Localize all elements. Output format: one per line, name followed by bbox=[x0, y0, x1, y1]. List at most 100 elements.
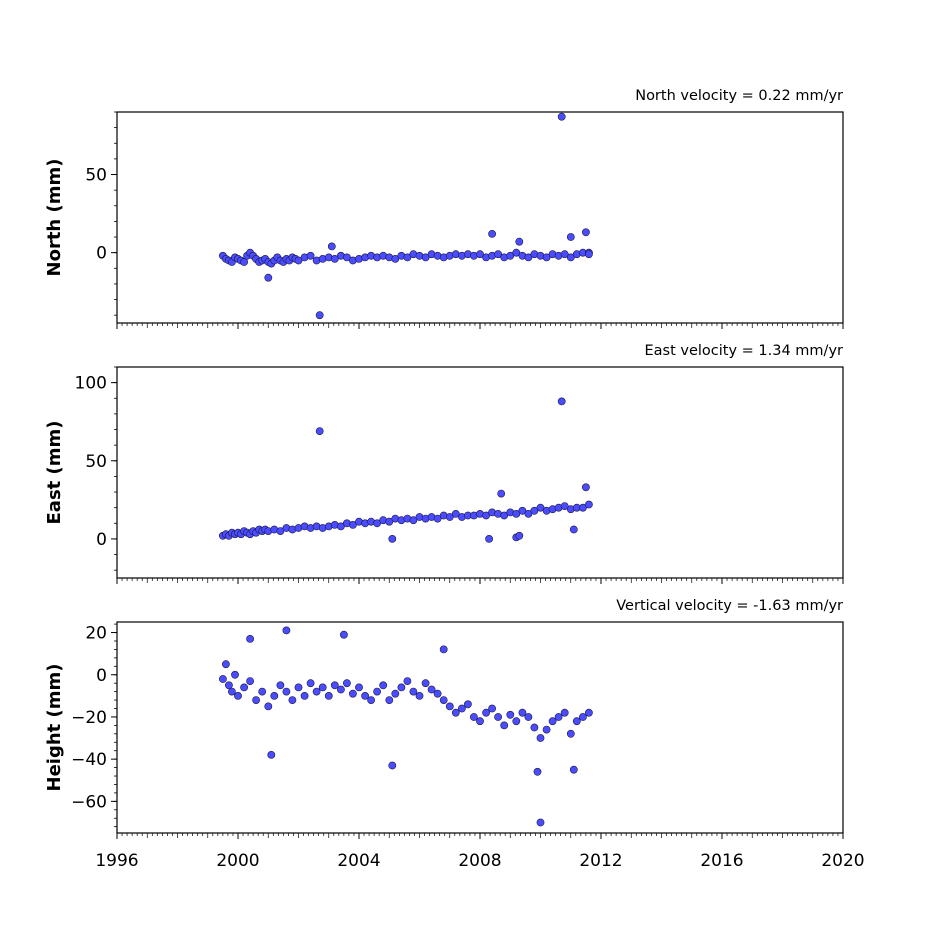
data-point bbox=[439, 645, 448, 654]
data-point bbox=[524, 510, 533, 518]
data-points bbox=[218, 397, 593, 543]
data-point bbox=[385, 517, 394, 526]
data-point bbox=[445, 513, 454, 521]
data-point bbox=[348, 521, 357, 529]
data-point bbox=[560, 502, 569, 510]
data-point bbox=[234, 692, 242, 700]
data-point bbox=[515, 237, 524, 246]
y-tick-label: 0 bbox=[96, 666, 107, 686]
velocity-label: East velocity = 1.34 mm/yr bbox=[644, 343, 843, 359]
data-point bbox=[276, 681, 285, 690]
data-point bbox=[388, 761, 397, 770]
data-point bbox=[476, 717, 484, 726]
data-point bbox=[536, 734, 545, 742]
data-point bbox=[391, 689, 400, 698]
x-tick-label: 2000 bbox=[216, 851, 259, 871]
data-point bbox=[506, 251, 515, 260]
data-point bbox=[530, 723, 539, 732]
data-point bbox=[560, 708, 569, 717]
y-tick-label: 50 bbox=[85, 166, 107, 186]
data-point bbox=[451, 510, 460, 518]
data-point bbox=[566, 729, 575, 738]
data-point bbox=[457, 704, 466, 713]
data-point bbox=[227, 687, 236, 696]
data-point bbox=[497, 489, 506, 498]
data-point bbox=[530, 506, 539, 515]
data-point bbox=[246, 635, 254, 643]
data-point bbox=[488, 229, 496, 238]
data-point bbox=[485, 535, 493, 543]
data-point bbox=[315, 427, 324, 435]
data-point bbox=[409, 516, 418, 525]
velocity-label: North velocity = 0.22 mm/yr bbox=[635, 88, 843, 104]
y-axis-label: East (mm) bbox=[44, 421, 65, 525]
data-point bbox=[445, 702, 454, 711]
data-point bbox=[515, 531, 524, 540]
east-panel: East velocity = 1.34 mm/yr East (mm) 0 50 10… bbox=[44, 343, 844, 584]
data-point bbox=[533, 767, 542, 776]
data-point bbox=[224, 681, 233, 690]
y-axis-label: North (mm) bbox=[44, 159, 65, 277]
data-point bbox=[267, 751, 276, 759]
data-point bbox=[524, 713, 533, 721]
axes-frame bbox=[116, 621, 844, 834]
data-point bbox=[403, 253, 412, 262]
data-point bbox=[512, 248, 521, 257]
data-point bbox=[391, 254, 400, 263]
x-tick-label: 2012 bbox=[579, 851, 622, 871]
x-tick-label: 2004 bbox=[337, 851, 380, 871]
data-point bbox=[512, 717, 521, 726]
x-tick-label: 2016 bbox=[700, 851, 743, 871]
data-point bbox=[246, 677, 254, 685]
y-tick-label: 20 bbox=[85, 624, 107, 644]
data-point bbox=[518, 506, 527, 515]
data-point bbox=[294, 683, 303, 692]
data-point bbox=[451, 708, 460, 717]
velocity-label: Vertical velocity = -1.63 mm/yr bbox=[616, 598, 843, 614]
y-tick-label: −40 bbox=[71, 750, 107, 770]
data-point bbox=[554, 713, 563, 721]
data-point bbox=[494, 250, 502, 259]
data-point bbox=[282, 687, 291, 696]
x-tick-label: 2020 bbox=[821, 851, 864, 871]
data-point bbox=[433, 514, 442, 523]
data-point bbox=[427, 685, 436, 694]
data-point bbox=[569, 765, 578, 774]
data-point bbox=[500, 721, 509, 730]
data-point bbox=[355, 683, 363, 692]
data-point bbox=[324, 692, 333, 700]
data-point bbox=[218, 675, 227, 683]
data-point bbox=[421, 679, 430, 688]
data-point bbox=[415, 692, 424, 700]
data-point bbox=[500, 511, 509, 520]
data-point bbox=[566, 253, 575, 262]
data-point bbox=[336, 522, 345, 531]
data-point bbox=[330, 254, 339, 263]
data-point bbox=[579, 713, 587, 721]
data-point bbox=[536, 818, 545, 827]
y-tick-label: 0 bbox=[96, 244, 107, 264]
data-point bbox=[524, 253, 533, 262]
data-point bbox=[585, 250, 593, 259]
data-point bbox=[336, 685, 345, 694]
data-point bbox=[306, 251, 315, 260]
data-point bbox=[572, 717, 581, 726]
data-point bbox=[294, 256, 303, 265]
data-point bbox=[330, 681, 339, 690]
y-tick-label: 0 bbox=[96, 530, 107, 550]
data-point bbox=[482, 511, 490, 520]
data-points bbox=[218, 626, 593, 827]
data-point bbox=[306, 679, 315, 688]
data-point bbox=[288, 696, 297, 704]
data-point bbox=[403, 677, 412, 685]
y-axis-label: Height (mm) bbox=[44, 664, 65, 792]
data-points bbox=[218, 112, 593, 320]
data-point bbox=[469, 713, 478, 721]
data-point bbox=[397, 683, 406, 692]
data-point bbox=[318, 683, 327, 692]
data-point bbox=[421, 253, 430, 262]
data-point bbox=[270, 692, 279, 700]
data-point bbox=[476, 250, 484, 259]
data-point bbox=[240, 258, 248, 266]
